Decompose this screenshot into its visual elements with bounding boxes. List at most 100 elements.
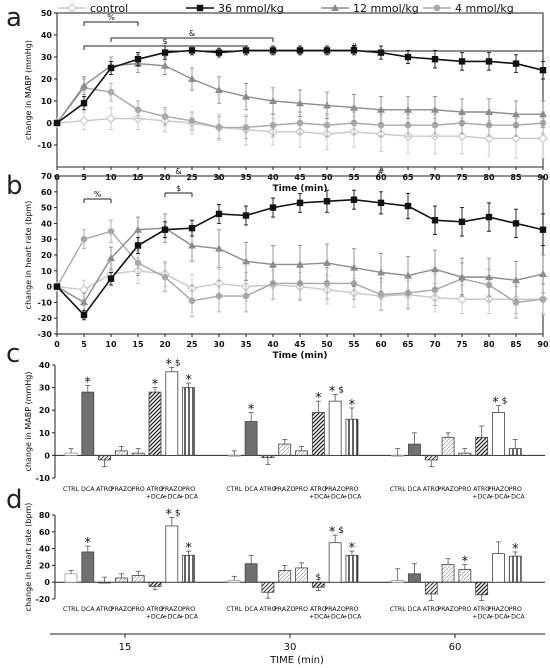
bar-prazo-dca (165, 371, 179, 456)
data-point (80, 298, 88, 306)
bottom-time-axis: 15 30 60 TIME (min) (50, 633, 545, 666)
data-point (134, 242, 142, 249)
data-point (134, 56, 142, 63)
category-label: PRO (182, 606, 195, 613)
data-point (538, 133, 548, 144)
y-tick-label: 60 (41, 188, 53, 197)
bar-atro (261, 581, 275, 593)
significance-star: * (85, 536, 92, 551)
data-point (188, 224, 196, 232)
significance-dollar: $ (315, 573, 321, 583)
data-point (242, 124, 250, 131)
data-point (512, 220, 520, 227)
x-tick-label: 5 (81, 340, 87, 349)
y-tick-label: 30 (41, 53, 53, 62)
x-tick-label: 5 (81, 173, 87, 182)
category-label: +DCA (326, 494, 346, 501)
category-label: CTRL (63, 486, 80, 493)
y-tick-label: -10 (36, 474, 51, 483)
bar-prazo (115, 577, 128, 583)
significance-star: * (349, 541, 356, 556)
data-point (431, 121, 439, 129)
category-label: ATRO (473, 606, 490, 613)
y-tick-label: 20 (41, 75, 53, 84)
bar-atro (424, 454, 438, 461)
x-tick-label: 30 (213, 340, 225, 349)
x-tick-label: 90 (537, 340, 549, 349)
y-tick-label: -20 (38, 314, 53, 323)
data-point (485, 273, 493, 281)
category-label: PRO (132, 606, 145, 613)
data-point (161, 49, 169, 56)
panel-letter-b: b (6, 171, 23, 201)
data-point (161, 113, 169, 120)
data-point (79, 115, 89, 126)
category-label: ATRO (310, 606, 327, 613)
data-point (215, 124, 223, 131)
data-point (404, 53, 412, 61)
category-label: +DCA (179, 494, 199, 501)
data-point (377, 291, 385, 298)
data-point (161, 61, 169, 69)
bar-prazo (115, 450, 128, 456)
y-tick-label: -10 (38, 141, 53, 150)
y-tick-label: -10 (38, 298, 53, 307)
panel-letter-d: d (6, 485, 23, 515)
significance-symbol: & (189, 29, 195, 38)
bar-dca (244, 563, 258, 583)
category-label: PRO (509, 606, 522, 613)
x-tick-label: 55 (348, 173, 360, 182)
bar-atro-dca (148, 581, 162, 587)
x-axis-label: Time (min) (273, 184, 328, 194)
data-point (107, 275, 115, 282)
x-tick-label: 35 (240, 173, 252, 182)
bar-pro (131, 575, 145, 583)
category-label: PRO (295, 486, 308, 493)
significance-star: * (185, 373, 192, 388)
y-tick-label: 40 (41, 31, 53, 40)
data-point (458, 218, 466, 226)
bar-prazo-dca (328, 400, 342, 456)
y-tick-label: 20 (39, 561, 51, 570)
data-point (296, 119, 304, 127)
bar-atro (98, 581, 111, 584)
x-tick-label: 20 (159, 173, 171, 182)
category-label: PRO (345, 486, 358, 493)
category-label: DCA (81, 486, 95, 493)
data-point (404, 202, 412, 210)
data-point (539, 226, 547, 233)
significance-star: * (315, 391, 322, 406)
bar-prazo-dca (492, 553, 505, 583)
data-point (107, 254, 115, 262)
category-label: +DCA (179, 614, 199, 621)
y-tick-label: 60 (39, 528, 51, 537)
x-tick-label: 75 (456, 173, 468, 182)
bar-prazo-dca (165, 525, 179, 583)
data-point (539, 110, 547, 118)
category-label: +DCA (146, 614, 166, 621)
significance-symbol: $ (176, 184, 181, 193)
bar-atro-dca (311, 412, 325, 456)
x-tick-label: 65 (402, 340, 414, 349)
category-label: PRAZO (437, 606, 459, 613)
data-point (106, 113, 116, 124)
data-point (188, 297, 196, 305)
bar-dca (81, 391, 95, 456)
category-label: CTRL (63, 606, 80, 613)
category-label: +DCA (489, 614, 509, 621)
y-tick-label: 20 (41, 251, 53, 260)
bar-dca (81, 551, 95, 583)
category-label: CTRL (226, 486, 243, 493)
category-label: +DCA (146, 494, 166, 501)
data-point (377, 121, 385, 129)
y-tick-label: 10 (39, 429, 51, 438)
category-label: CTRL (226, 606, 243, 613)
significance-dollar: $ (502, 397, 508, 407)
category-label: +DCA (326, 614, 346, 621)
x-tick-label: 40 (267, 173, 279, 182)
category-label: PRAZO (161, 486, 183, 493)
bar-pro (131, 452, 145, 456)
category-label: PRAZO (274, 486, 296, 493)
bar-prazo (278, 570, 292, 583)
